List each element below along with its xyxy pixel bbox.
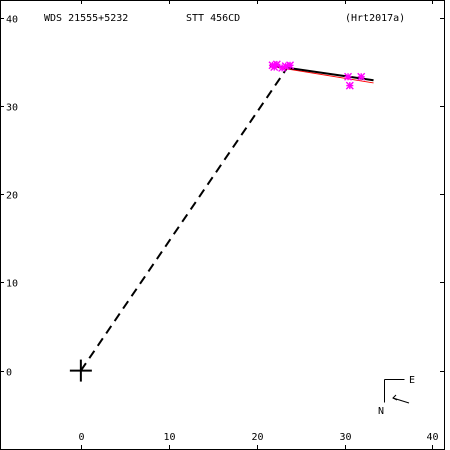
motion-arrow-icon [392, 394, 398, 401]
observation-point [286, 61, 295, 70]
axis-tick-labels: 0 10 20 30 40 0 10 20 30 40 [6, 15, 439, 444]
discoverer-label: STT 456CD [186, 13, 240, 24]
compass: E N [378, 375, 415, 417]
x-tick-label: 30 [339, 432, 351, 443]
y-tick-label: 20 [6, 191, 18, 202]
observation-point-stroke [286, 61, 295, 70]
observation-point [345, 81, 354, 90]
y-tick-label: 30 [6, 103, 18, 114]
x-tick-label: 40 [426, 432, 438, 443]
reference-label: (Hrt2017a) [345, 13, 405, 24]
compass-north-label: N [378, 406, 384, 417]
y-tick-label: 40 [6, 15, 18, 26]
y-tick-label: 0 [6, 368, 12, 379]
observation-point-stroke [357, 72, 366, 81]
observation-point [344, 72, 353, 81]
x-tick-label: 10 [163, 432, 175, 443]
separation-dashed-line [80, 65, 290, 372]
x-tick-label: 0 [78, 432, 84, 443]
observation-point [357, 72, 366, 81]
observation-point [272, 60, 281, 69]
observation-point-stroke [344, 72, 353, 81]
wds-label: WDS 21555+5232 [44, 13, 128, 24]
y-tick-label: 10 [6, 279, 18, 290]
observation-point-stroke [345, 81, 354, 90]
compass-east-label: E [409, 375, 415, 386]
data-series [69, 60, 374, 382]
x-tick-label: 20 [251, 432, 263, 443]
observation-point-stroke [272, 60, 281, 69]
